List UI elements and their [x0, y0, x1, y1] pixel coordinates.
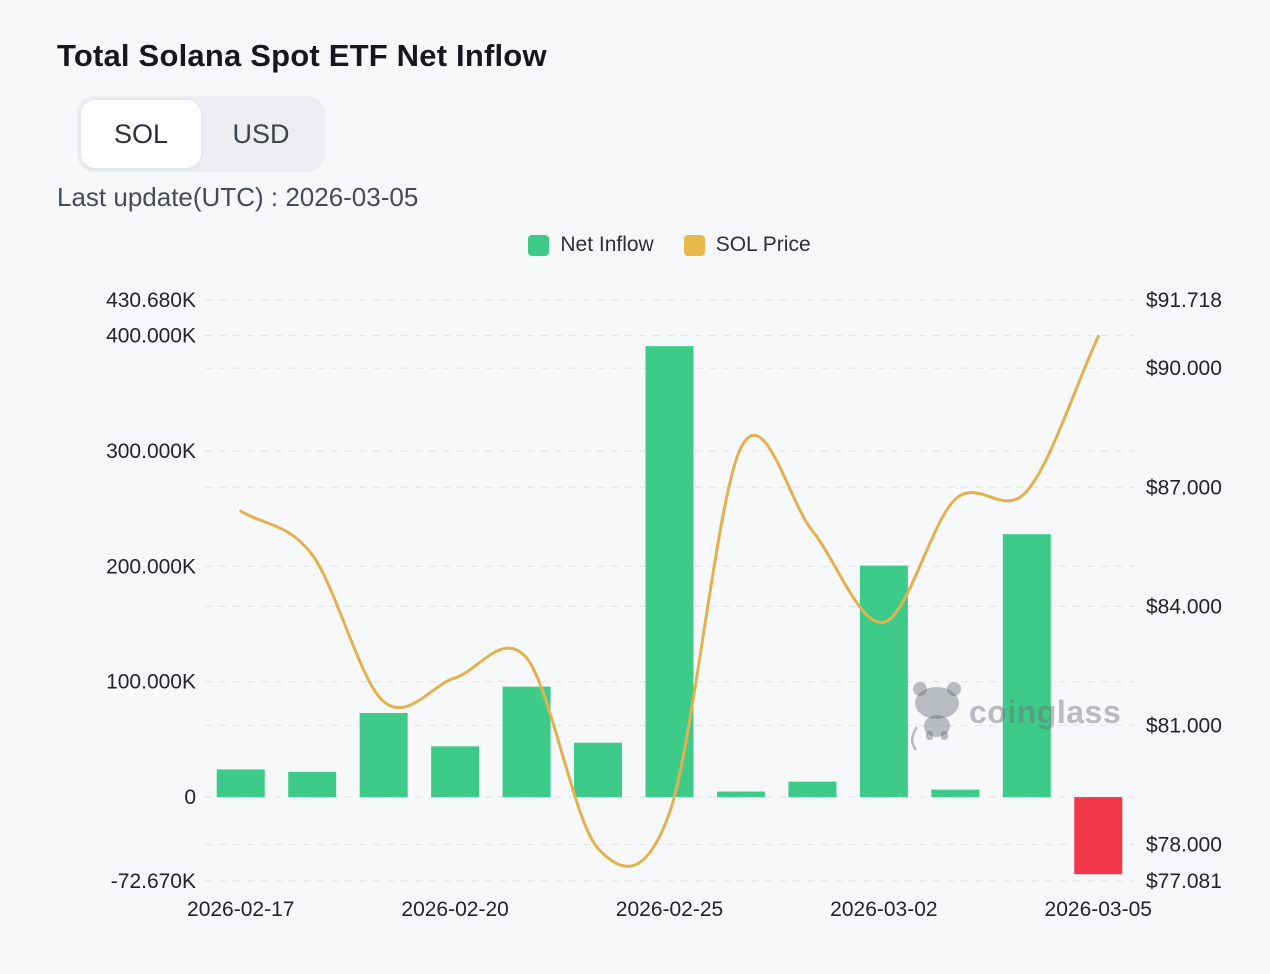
legend-item-sol-price[interactable]: SOL Price	[683, 233, 811, 257]
left-axis-label: 430.680K	[106, 289, 196, 312]
x-axis-label-2026-03-05: 2026-03-05	[1045, 898, 1152, 921]
left-axis-label: 100.000K	[106, 671, 196, 694]
coinglass-panda-logo-icon	[947, 682, 961, 696]
net-inflow-bar-2026-02-26[interactable]	[716, 791, 765, 798]
coinglass-panda-logo-icon	[924, 715, 950, 737]
right-axis-label: $84.000	[1146, 595, 1222, 618]
coinglass-watermark-text: coinglass	[969, 694, 1121, 730]
right-axis-label: $90.000	[1146, 357, 1222, 380]
net-inflow-bar-2026-02-24[interactable]	[574, 742, 623, 798]
x-axis-label-2026-02-20: 2026-02-20	[401, 898, 508, 921]
coinglass-panda-logo-icon	[911, 726, 919, 751]
net-inflow-bar-2026-02-18[interactable]	[288, 771, 337, 798]
net-inflow-swatch-icon	[528, 234, 550, 256]
left-axis-label: 200.000K	[106, 555, 196, 578]
coinglass-panda-logo-icon	[913, 682, 927, 696]
coinglass-panda-logo-icon	[926, 731, 933, 740]
legend-label: SOL Price	[715, 233, 811, 256]
right-axis-label: $78.000	[1146, 834, 1222, 857]
net-inflow-bar-2026-02-27[interactable]	[788, 781, 837, 798]
sol-price-line[interactable]	[239, 334, 1100, 868]
net-inflow-bar-2026-02-19[interactable]	[359, 712, 408, 798]
left-axis-label: 0	[184, 786, 196, 809]
left-axis-label: -72.670K	[111, 870, 196, 893]
net-inflow-bar-2026-03-04[interactable]	[1002, 534, 1051, 798]
net-inflow-bar-2026-03-02[interactable]	[859, 565, 908, 798]
net-inflow-bar-2026-02-20[interactable]	[431, 746, 480, 798]
page-title: Total Solana Spot ETF Net Inflow	[57, 38, 547, 73]
legend-item-net-inflow[interactable]: Net Inflow	[528, 233, 654, 257]
net-inflow-bar-2026-03-05[interactable]	[1074, 797, 1123, 875]
net-inflow-bar-2026-02-25[interactable]	[645, 346, 694, 798]
net-inflow-bar-2026-02-23[interactable]	[502, 686, 551, 798]
right-axis-label: $87.000	[1146, 476, 1222, 499]
x-axis-label-2026-02-17: 2026-02-17	[187, 898, 294, 921]
coinglass-panda-logo-icon	[915, 687, 959, 719]
x-axis-label-2026-02-25: 2026-02-25	[616, 898, 723, 921]
sol-price-swatch-icon	[683, 234, 705, 256]
right-axis-label: $91.718	[1146, 289, 1222, 312]
right-axis-label: $81.000	[1146, 714, 1222, 737]
x-axis-label-2026-03-02: 2026-03-02	[830, 898, 937, 921]
left-axis-label: 400.000K	[106, 324, 196, 347]
chart-legend: Net Inflow SOL Price	[205, 233, 1134, 257]
legend-label: Net Inflow	[560, 233, 654, 256]
right-axis-label: $77.081	[1146, 870, 1222, 893]
toggle-option-usd[interactable]: USD	[232, 118, 290, 149]
net-inflow-bar-2026-02-17[interactable]	[216, 769, 265, 798]
coinglass-panda-logo-icon	[941, 731, 948, 740]
toggle-option-sol[interactable]: SOL	[81, 100, 201, 168]
net-inflow-bar-2026-03-03[interactable]	[931, 789, 980, 798]
last-update-text: Last update(UTC) : 2026-03-05	[57, 182, 419, 212]
left-axis-label: 300.000K	[106, 440, 196, 463]
unit-toggle: SOL USD	[77, 96, 325, 172]
